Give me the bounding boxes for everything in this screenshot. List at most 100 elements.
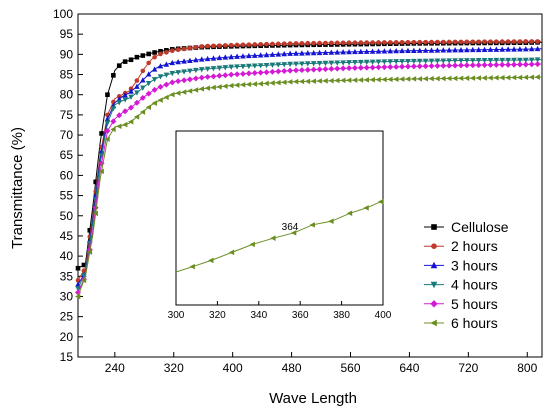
data-point — [463, 62, 470, 69]
data-point — [452, 58, 458, 64]
data-point — [351, 77, 358, 83]
data-point — [87, 227, 93, 233]
data-point — [499, 46, 505, 52]
data-point — [352, 48, 358, 55]
data-point — [281, 41, 287, 46]
legend-label: 5 hours — [451, 296, 498, 312]
data-point — [264, 41, 269, 47]
data-point — [387, 63, 394, 70]
data-point — [193, 44, 199, 50]
data-point — [340, 49, 346, 55]
y-tick-label: 60 — [60, 168, 74, 182]
data-point — [463, 75, 470, 81]
data-point — [128, 94, 134, 100]
data-point — [287, 61, 293, 68]
data-point — [234, 82, 240, 88]
data-point — [305, 50, 311, 56]
data-point — [210, 66, 217, 72]
inset-data-point — [363, 205, 369, 211]
data-point — [104, 128, 111, 135]
data-point — [169, 71, 176, 77]
data-point — [428, 63, 435, 69]
data-point — [310, 61, 317, 67]
data-point — [158, 51, 163, 57]
data-point — [304, 66, 311, 73]
data-point — [464, 39, 470, 45]
legend-entry: 6 hours — [424, 315, 498, 331]
data-point — [523, 39, 529, 44]
data-point — [487, 46, 494, 52]
data-point — [181, 77, 188, 84]
inset-x-tick-label: 400 — [375, 310, 392, 321]
data-point — [317, 40, 322, 46]
data-point — [152, 50, 157, 55]
data-point — [275, 68, 282, 75]
data-point — [175, 90, 181, 96]
data-point — [310, 66, 317, 73]
data-point — [298, 78, 305, 85]
data-point — [405, 39, 411, 45]
data-point — [440, 75, 446, 82]
data-point — [523, 57, 529, 64]
y-tick-label: 15 — [60, 350, 74, 364]
data-point — [493, 75, 499, 81]
data-point — [181, 46, 187, 52]
data-point — [452, 47, 458, 53]
data-point — [469, 75, 476, 81]
data-point — [257, 63, 264, 69]
data-point — [482, 39, 487, 45]
data-point — [80, 277, 87, 284]
data-point — [505, 57, 511, 64]
data-point — [145, 71, 152, 77]
data-point — [334, 77, 340, 84]
data-point — [263, 62, 270, 69]
data-point — [146, 60, 152, 66]
data-point — [316, 66, 323, 73]
y-tick-label: 85 — [60, 68, 74, 82]
legend-marker — [430, 261, 438, 269]
data-point — [204, 85, 210, 91]
data-point — [357, 77, 364, 83]
data-point — [92, 204, 99, 211]
data-point — [269, 68, 276, 75]
data-point — [458, 58, 464, 64]
data-point — [488, 39, 493, 44]
data-point — [376, 40, 381, 45]
data-point — [198, 67, 205, 73]
data-point — [163, 94, 169, 101]
data-point — [404, 76, 411, 82]
data-point — [381, 59, 388, 65]
inset-tick-labels: 300 320 340 360 380 400 — [168, 310, 392, 321]
data-point — [187, 57, 193, 63]
data-point — [475, 46, 482, 53]
data-point — [281, 68, 288, 74]
data-point — [140, 85, 146, 91]
data-point — [387, 48, 394, 54]
data-point — [475, 75, 481, 81]
data-point — [434, 62, 441, 69]
data-point — [239, 82, 246, 88]
data-point — [375, 76, 381, 83]
data-point — [134, 54, 140, 60]
data-point — [163, 81, 170, 88]
data-point — [346, 60, 352, 66]
data-point — [405, 47, 411, 54]
legend-label: 3 hours — [451, 257, 498, 273]
data-point — [293, 61, 299, 67]
data-point — [122, 97, 128, 103]
data-point — [287, 67, 294, 74]
data-point — [151, 86, 158, 93]
data-point — [334, 49, 341, 55]
data-point — [452, 75, 458, 82]
legend-marker — [430, 300, 438, 308]
data-point — [446, 75, 452, 82]
data-point — [198, 74, 205, 81]
data-point — [257, 52, 264, 58]
data-point — [387, 76, 393, 83]
data-point — [487, 75, 493, 81]
data-point — [363, 77, 370, 83]
y-tick-label: 75 — [60, 108, 74, 122]
inset-x-tick-label: 360 — [292, 310, 309, 321]
data-point — [429, 39, 434, 45]
data-point — [116, 100, 123, 106]
